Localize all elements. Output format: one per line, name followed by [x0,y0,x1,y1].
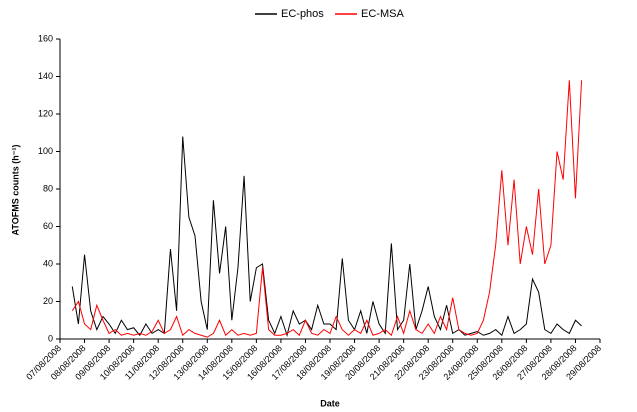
y-tick-label: 60 [43,221,53,231]
y-tick-label: 120 [38,108,53,118]
y-tick-label: 20 [43,296,53,306]
y-tick-label: 100 [38,146,53,156]
legend-label: EC-MSA [361,8,404,20]
y-axis-label: ATOFMS counts (h⁻¹) [10,145,20,236]
y-tick-label: 40 [43,258,53,268]
x-axis-label: Date [320,398,340,408]
legend-label: EC-phos [281,8,324,20]
y-tick-label: 0 [48,333,53,343]
y-tick-label: 80 [43,183,53,193]
y-tick-label: 140 [38,71,53,81]
series-line [71,80,583,338]
y-tick-label: 160 [38,33,53,43]
series-line [71,136,582,338]
